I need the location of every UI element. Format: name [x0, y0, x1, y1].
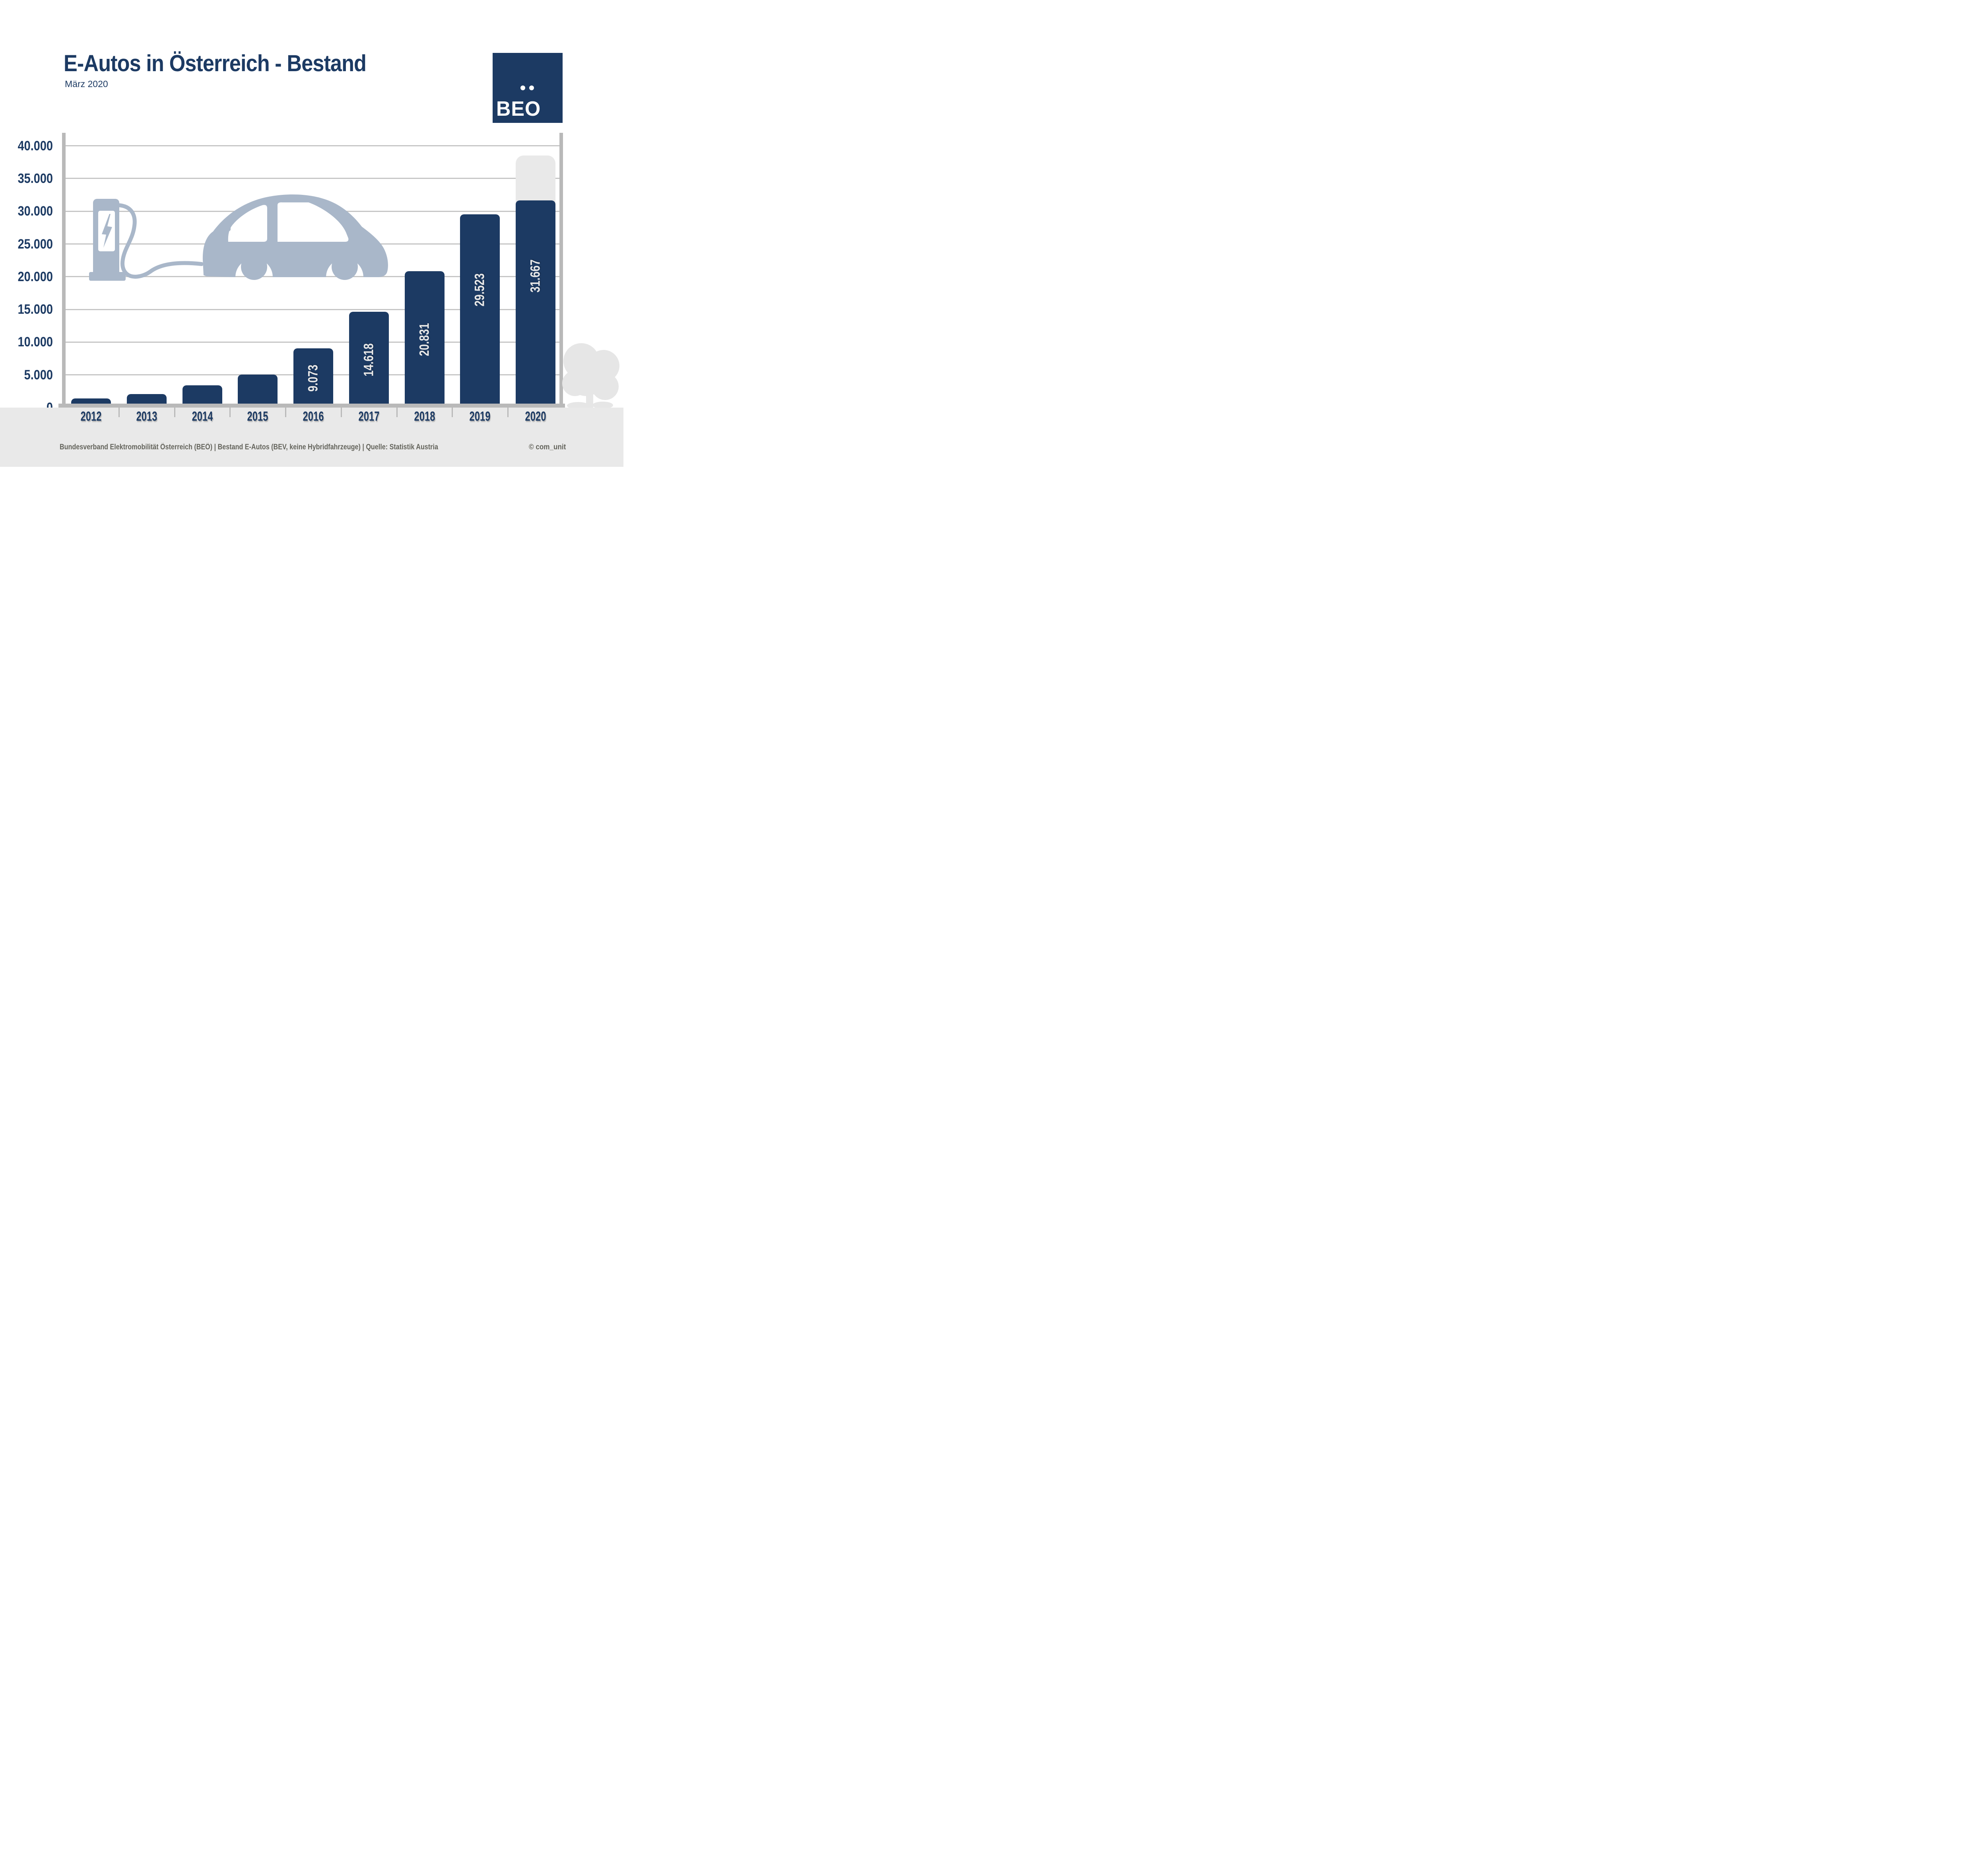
bar-value-label: 14.618: [361, 343, 377, 377]
year-label-2017: 2017: [358, 409, 380, 423]
year-label-2018: 2018: [414, 409, 435, 423]
bar-2020: 31.667: [516, 200, 555, 408]
beo-logo: BEO: [493, 53, 563, 123]
footer-source-text: Bundesverband Elektromobilität Österreic…: [60, 443, 438, 451]
page-subtitle: März 2020: [65, 79, 108, 89]
year-label-2014: 2014: [192, 409, 213, 423]
gridline: [66, 145, 559, 147]
bar-value-label: 31.667: [528, 259, 543, 293]
tree-icon: [562, 343, 619, 408]
year-label-2019: 2019: [469, 409, 491, 423]
x-axis-tick: [396, 404, 398, 417]
y-tick-label: 5.000: [24, 367, 53, 383]
x-axis-tick: [118, 404, 120, 417]
year-label-2016: 2016: [303, 409, 324, 423]
x-axis-tick: [174, 404, 175, 417]
car-front-window: [228, 205, 267, 242]
umlaut-dots-icon: [520, 85, 525, 90]
y-tick-label: 15.000: [17, 302, 53, 317]
car-rear-window: [278, 202, 349, 242]
year-label-2020: 2020: [525, 409, 546, 423]
gridline: [66, 309, 559, 310]
car-mirror: [224, 226, 231, 231]
gridline: [66, 178, 559, 179]
y-axis-line: [62, 133, 66, 417]
y-tick-label: 10.000: [17, 334, 53, 350]
x-axis-tick: [229, 404, 231, 417]
charging-cable-icon: [116, 203, 204, 279]
plot-right-border: [559, 133, 563, 417]
year-label-2013: 2013: [136, 409, 157, 423]
bar-2019: 29.523: [460, 214, 500, 408]
lightning-bolt-icon: [102, 214, 112, 248]
page-title: E-Autos in Österreich - Bestand: [64, 51, 367, 76]
x-axis-tick: [452, 404, 453, 417]
y-tick-label: 25.000: [17, 236, 53, 252]
bar-value-label: 20.831: [417, 322, 432, 356]
bar-value-label: 9.073: [305, 364, 321, 392]
umlaut-dots-icon: [529, 85, 534, 90]
bar-2017: 14.618: [349, 312, 389, 408]
infographic-canvas: E-Autos in Österreich - Bestand März 202…: [0, 0, 623, 467]
logo-wordmark: BEO: [496, 97, 541, 120]
x-axis-baseline: [58, 404, 565, 408]
bar-2015: [238, 375, 278, 408]
year-label-2015: 2015: [247, 409, 268, 423]
charging-pole-icon: [89, 199, 126, 281]
y-tick-label: 40.000: [17, 138, 53, 153]
gridline: [66, 341, 559, 343]
bar-2018: 20.831: [404, 271, 445, 408]
year-label-2012: 2012: [80, 409, 102, 423]
car-icon: [202, 194, 388, 280]
bar-2016: 9.073: [293, 348, 333, 408]
y-tick-label: 20.000: [17, 269, 53, 284]
x-axis-tick: [507, 404, 509, 417]
charging-station-icon: [89, 194, 388, 281]
bar-value-label: 29.523: [472, 273, 487, 307]
car-wheel-icon: [332, 254, 358, 280]
footer-strip: [0, 408, 623, 467]
x-axis-tick: [285, 404, 286, 417]
x-axis-tick: [340, 404, 342, 417]
y-tick-label: 30.000: [17, 204, 53, 219]
y-tick-label: 35.000: [17, 171, 53, 186]
car-wheel-icon: [241, 254, 267, 280]
footer-credit-text: © com_unit: [529, 443, 566, 451]
